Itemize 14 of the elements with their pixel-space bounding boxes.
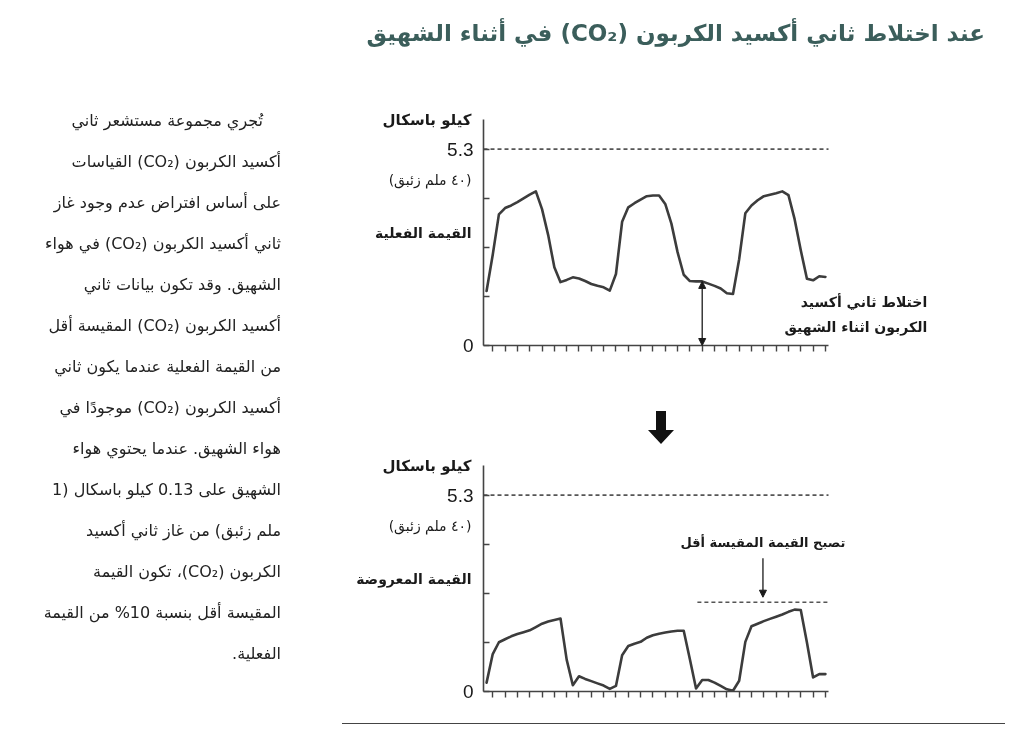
text: القيمة الفعلية [374, 224, 472, 241]
chart-title: عند اختلاط ثاني أكسيد الكربون (CO₂) في أثناء الشهيق [365, 17, 986, 49]
y-axis-title: كيلو باسكال [382, 456, 472, 475]
annotation: اختلاط ثاني أكسيد الكربون اثناء الشهيق [784, 292, 928, 337]
y-axis-title: كيلو باسكال [382, 110, 472, 129]
y-tick-label: 0 [462, 681, 474, 702]
y-tick-label: 5.3 [447, 484, 474, 506]
text: تُجري مجموعة مستشعر ثاني أكسيد الكربون (CO₂) القياسات على أساس افتراض عدم وجود غاز ثاني أكسيد الكربون (CO₂) في هواء الشهيق. وقد تكون بيانات ثاني أكسيد الكربون (CO₂) المقيسة أقل من القيمة الفعلية عندما يكون ثاني أكسيد الكربون (CO₂) موجودًا في هواء الشهيق. عندما يحتوي هواء الشهيق على 0.13 كيلو باسكال (1 ملم زئبق) من غاز ثاني أكسيد الكربون (CO₂)، تكون القيمة المقيسة أقل بنسبة 10% من القيمة الفعلية. [43, 111, 281, 663]
ref-line-label: تصبح القيمة المقيسة أقل [680, 534, 846, 551]
text: (٤٠ ملم زئبق) [388, 172, 472, 190]
text: القيمة المعروضة [356, 570, 472, 588]
y-tick-label: 5.3 [447, 138, 474, 160]
text: (٤٠ ملم زئبق) [388, 518, 472, 536]
y-tick-label: 0 [462, 335, 474, 356]
